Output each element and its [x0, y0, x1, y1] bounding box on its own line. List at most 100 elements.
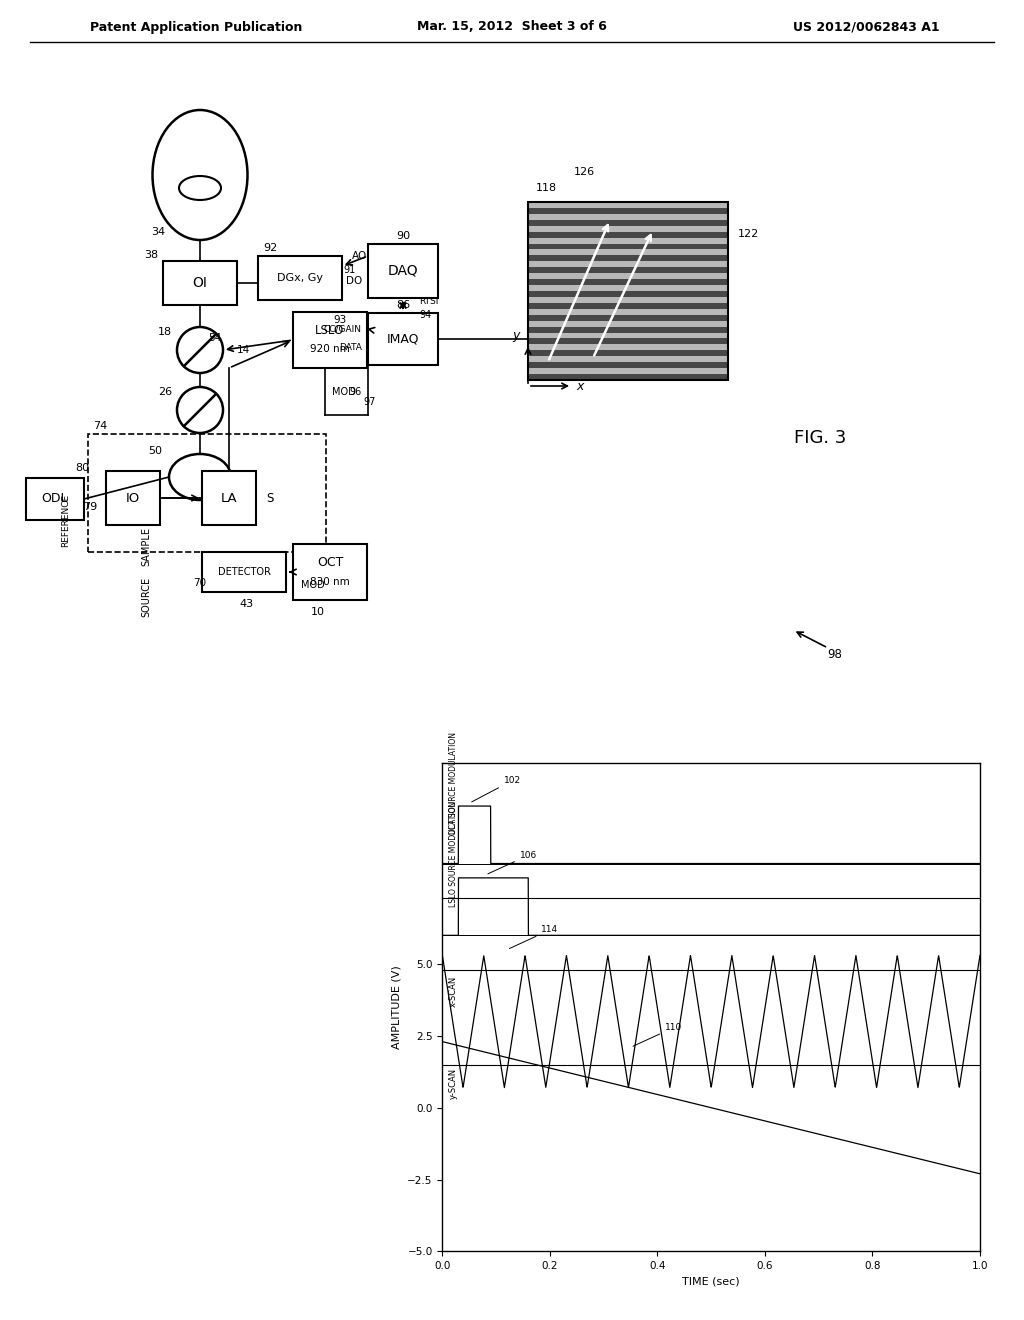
Text: MOD: MOD — [301, 579, 325, 590]
Text: REFERENCE: REFERENCE — [61, 494, 71, 546]
Text: 90: 90 — [396, 231, 410, 242]
Bar — [202, 552, 286, 591]
Bar — [163, 261, 237, 305]
Text: ODL: ODL — [42, 492, 69, 506]
Text: 70: 70 — [193, 578, 206, 587]
Text: 122: 122 — [738, 230, 759, 239]
Text: 94: 94 — [419, 309, 431, 319]
Bar — [528, 214, 728, 220]
Text: 91: 91 — [344, 265, 356, 275]
Bar — [528, 297, 728, 302]
Text: Patent Application Publication: Patent Application Publication — [90, 21, 302, 33]
Text: 14: 14 — [237, 345, 250, 355]
Text: 54: 54 — [208, 333, 221, 343]
Bar — [528, 368, 728, 374]
Bar — [528, 202, 728, 209]
Text: 98: 98 — [827, 648, 843, 660]
Text: DETECTOR: DETECTOR — [217, 568, 270, 577]
Bar — [293, 312, 367, 368]
Bar — [528, 285, 728, 290]
Bar — [368, 313, 438, 366]
Text: US 2012/0062843 A1: US 2012/0062843 A1 — [794, 21, 940, 33]
Bar — [528, 243, 728, 249]
Text: y-SCAN: y-SCAN — [449, 1068, 458, 1100]
Ellipse shape — [169, 454, 231, 500]
Text: 10: 10 — [311, 607, 325, 616]
Text: 93: 93 — [334, 315, 347, 325]
Bar — [528, 356, 728, 362]
Circle shape — [177, 387, 223, 433]
Text: IMAQ: IMAQ — [387, 333, 419, 346]
Text: DAQ: DAQ — [388, 264, 419, 279]
Ellipse shape — [179, 176, 221, 201]
Bar — [528, 290, 728, 297]
Text: DATA: DATA — [339, 343, 362, 352]
Text: SAMPLE: SAMPLE — [141, 528, 151, 566]
Bar — [528, 326, 728, 333]
Text: 118: 118 — [536, 183, 557, 193]
Text: 126: 126 — [573, 168, 595, 177]
Bar — [528, 220, 728, 226]
Text: 920 nm: 920 nm — [310, 345, 350, 354]
Bar — [528, 309, 728, 314]
Bar — [88, 434, 326, 552]
Text: 43: 43 — [239, 599, 253, 609]
Text: 80: 80 — [75, 463, 89, 473]
Bar — [528, 302, 728, 309]
Text: IO: IO — [126, 491, 140, 504]
Bar — [106, 471, 160, 525]
Text: 110: 110 — [633, 1023, 682, 1047]
Bar — [528, 321, 728, 326]
Text: LA: LA — [221, 491, 238, 504]
Text: 18: 18 — [158, 327, 172, 337]
Text: RTSI: RTSI — [419, 297, 438, 306]
Text: CC/GAIN: CC/GAIN — [324, 325, 362, 334]
Bar — [528, 279, 728, 285]
Bar — [528, 255, 728, 261]
Text: OI: OI — [193, 276, 208, 290]
Text: y: y — [512, 330, 520, 342]
Bar — [528, 314, 728, 321]
Text: 96: 96 — [349, 387, 361, 397]
Bar — [528, 202, 728, 380]
Bar — [528, 232, 728, 238]
Bar — [528, 345, 728, 350]
Text: x-SCAN: x-SCAN — [449, 975, 458, 1007]
Text: AO: AO — [352, 251, 368, 261]
Bar — [528, 226, 728, 232]
Text: 830 nm: 830 nm — [310, 577, 350, 587]
Bar — [528, 261, 728, 267]
Bar — [528, 338, 728, 345]
Bar — [528, 374, 728, 380]
Text: DO: DO — [346, 276, 362, 286]
Bar — [528, 333, 728, 338]
Text: 79: 79 — [83, 502, 97, 512]
Text: 50: 50 — [148, 446, 162, 455]
Text: 97: 97 — [364, 397, 376, 407]
Bar — [26, 478, 84, 520]
X-axis label: TIME (sec): TIME (sec) — [682, 1276, 740, 1287]
Bar — [528, 249, 728, 255]
Text: Mar. 15, 2012  Sheet 3 of 6: Mar. 15, 2012 Sheet 3 of 6 — [417, 21, 607, 33]
Bar — [528, 273, 728, 279]
Bar — [368, 244, 438, 298]
Text: 114: 114 — [509, 925, 558, 949]
Ellipse shape — [153, 110, 248, 240]
Text: 92: 92 — [263, 243, 278, 253]
Text: SOURCE: SOURCE — [141, 577, 151, 616]
Y-axis label: AMPLITUDE (V): AMPLITUDE (V) — [392, 965, 401, 1049]
Text: FIG. 3: FIG. 3 — [794, 429, 846, 447]
Text: x: x — [577, 380, 584, 392]
Text: LSLO SOURCE MODULATION: LSLO SOURCE MODULATION — [449, 800, 458, 907]
Circle shape — [177, 327, 223, 374]
Bar — [528, 267, 728, 273]
Bar — [528, 209, 728, 214]
Bar — [202, 471, 256, 525]
Bar — [528, 238, 728, 243]
Text: 74: 74 — [93, 421, 108, 432]
Bar — [528, 362, 728, 368]
Bar — [258, 256, 342, 300]
Text: 102: 102 — [472, 776, 521, 801]
Text: 26: 26 — [158, 387, 172, 397]
Bar — [293, 544, 367, 601]
